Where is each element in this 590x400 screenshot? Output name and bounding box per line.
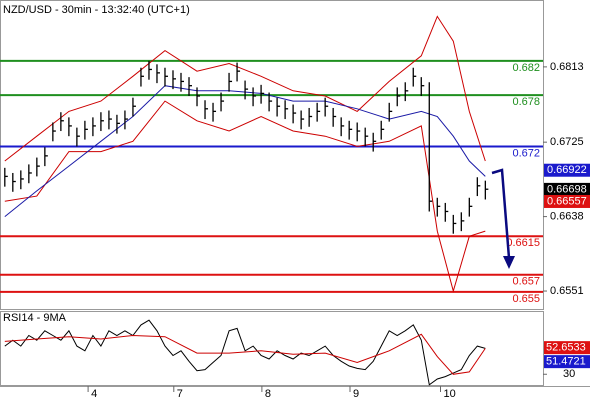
rsi-line <box>4 333 486 375</box>
y-tick-label: 0.6551 <box>550 285 584 297</box>
main-frame <box>0 0 544 310</box>
value-marker-label: 52.6533 <box>546 342 586 354</box>
level-label: 0.655 <box>512 293 540 305</box>
chart-title: NZD/USD - 30min - 13:32:40 (UTC+1) <box>3 4 190 16</box>
price-marker-label: 0.66922 <box>547 164 587 176</box>
x-tick-label: 9 <box>353 388 359 400</box>
rsi-line <box>4 319 486 386</box>
value-marker-label: 51.4721 <box>546 356 586 368</box>
x-tick-label: 8 <box>265 388 271 400</box>
level-label: 0.682 <box>512 62 540 74</box>
forecast-arrow <box>491 168 511 259</box>
overlay-line <box>4 100 486 293</box>
price-marker <box>544 163 590 177</box>
x-tick-label: 10 <box>443 388 455 400</box>
level-label: 0.672 <box>512 147 540 159</box>
y-tick-label: 0.6638 <box>550 211 584 223</box>
price-marker-label: 0.66698 <box>547 183 587 195</box>
price-marker <box>544 194 590 208</box>
value-marker <box>544 341 590 355</box>
overlay-line <box>4 85 486 217</box>
x-tick-label: 7 <box>177 388 183 400</box>
price-marker-label: 0.66557 <box>547 195 587 207</box>
main-panel: 0.6813 0.6725 0.6638 0.6551 0.682 0.678 0.672 0… <box>0 15 590 305</box>
rsi-frame <box>0 311 544 386</box>
forecast-arrowhead <box>503 256 515 269</box>
level-label: 0.6615 <box>506 237 540 249</box>
level-label: 0.678 <box>512 96 540 108</box>
y-tick-label: 30 <box>563 368 575 380</box>
value-marker <box>544 355 590 369</box>
rsi-title: RSI14 - 9MA <box>3 312 67 324</box>
rsi-panel: 30 52.6533 51.4721 <box>4 319 590 386</box>
overlay-line <box>4 15 486 162</box>
y-tick-label: 0.6725 <box>550 136 584 148</box>
price-marker <box>544 182 590 196</box>
y-tick-label: 0.6813 <box>550 61 584 73</box>
x-tick-label: 4 <box>91 388 97 400</box>
level-label: 0.657 <box>512 276 540 288</box>
